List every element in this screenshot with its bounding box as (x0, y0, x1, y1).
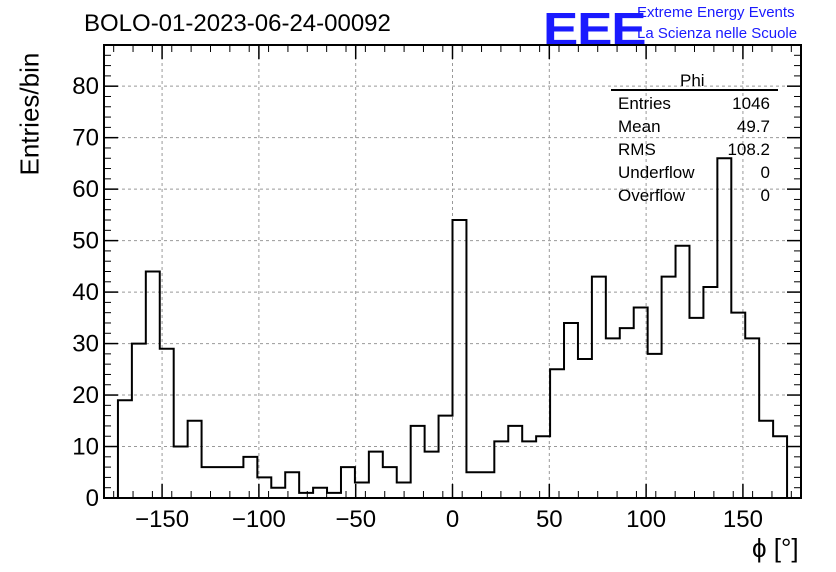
histogram-bin (216, 467, 230, 498)
histogram-bin (341, 467, 355, 498)
histogram-bin (355, 483, 369, 498)
histogram-bin (229, 467, 243, 498)
y-tick-label: 50 (72, 228, 99, 255)
x-tick-label: −150 (135, 506, 189, 533)
y-tick-label: 80 (72, 73, 99, 100)
y-tick-label: 30 (72, 331, 99, 358)
histogram-bin (536, 436, 550, 498)
stats-value: 1046 (732, 94, 770, 113)
histogram-bin (620, 328, 634, 498)
histogram-bin (592, 277, 606, 498)
y-tick-label: 70 (72, 125, 99, 152)
histogram-bin (634, 308, 648, 498)
histogram-bin (174, 447, 188, 498)
y-tick-label: 20 (72, 382, 99, 409)
stats-key: Entries (618, 94, 671, 113)
histogram-bin (648, 354, 662, 498)
histogram-bin (606, 338, 620, 498)
histogram-bin (439, 416, 453, 498)
logo-line-1: Extreme Energy Events (637, 4, 795, 21)
histogram-bin (425, 452, 439, 498)
histogram-outline (116, 157, 789, 498)
stats-value: 0 (760, 163, 770, 182)
eee-logo: EEE (543, 3, 647, 55)
stats-key: Mean (618, 117, 661, 136)
histogram-bin (285, 472, 299, 498)
histogram-bin (369, 452, 383, 498)
x-tick-label: 100 (626, 506, 666, 533)
histogram-bin (689, 318, 703, 498)
histogram-bin (550, 369, 564, 498)
histogram-bin (118, 400, 132, 498)
stats-box-title: Phi (680, 71, 705, 90)
y-tick-label: 0 (86, 485, 99, 512)
histogram-bin (494, 441, 508, 498)
histogram-bin (132, 344, 146, 498)
stats-key: RMS (618, 140, 656, 159)
histogram-bin (522, 441, 536, 498)
histogram-bin (578, 359, 592, 498)
histogram-bin (466, 472, 480, 498)
x-tick-label: 0 (446, 506, 459, 533)
x-tick-label: 50 (536, 506, 563, 533)
x-tick-label: −100 (232, 506, 286, 533)
stats-value: 49.7 (736, 117, 770, 136)
x-tick-label: −50 (335, 506, 376, 533)
histogram-bin (243, 457, 257, 498)
histogram-bin (717, 158, 731, 498)
histogram-bin (508, 426, 522, 498)
stats-value: 108.2 (727, 140, 770, 159)
histogram-bin (662, 277, 676, 498)
chart-title: BOLO-01-2023-06-24-00092 (84, 10, 391, 37)
logo-line-2: La Scienza nelle Scuole (637, 25, 798, 42)
histogram-bin (759, 421, 773, 498)
histogram-bin (146, 272, 160, 499)
histogram-bin (188, 421, 202, 498)
histogram-bin (703, 287, 717, 498)
y-tick-label: 60 (72, 176, 99, 203)
histogram-bin (160, 349, 174, 498)
histogram-bin (453, 220, 467, 498)
histogram-bin (271, 488, 285, 498)
stats-value: 0 (760, 186, 770, 205)
stats-key: Underflow (618, 163, 695, 182)
y-tick-label: 40 (72, 279, 99, 306)
histogram-bin (731, 313, 745, 498)
histogram-bin (313, 488, 327, 498)
histogram-bin (202, 467, 216, 498)
histogram-bin (745, 338, 759, 498)
histogram-bin (480, 472, 494, 498)
x-axis-label: ϕ [°] (752, 533, 799, 563)
histogram-bin (676, 246, 690, 498)
histogram-bin (564, 323, 578, 498)
y-tick-label: 10 (72, 434, 99, 461)
histogram-bin (411, 426, 425, 498)
histogram-bin (773, 436, 787, 498)
y-axis-label: Entries/bin (14, 52, 45, 176)
x-tick-label: 150 (723, 506, 763, 533)
stats-key: Overflow (618, 186, 686, 205)
